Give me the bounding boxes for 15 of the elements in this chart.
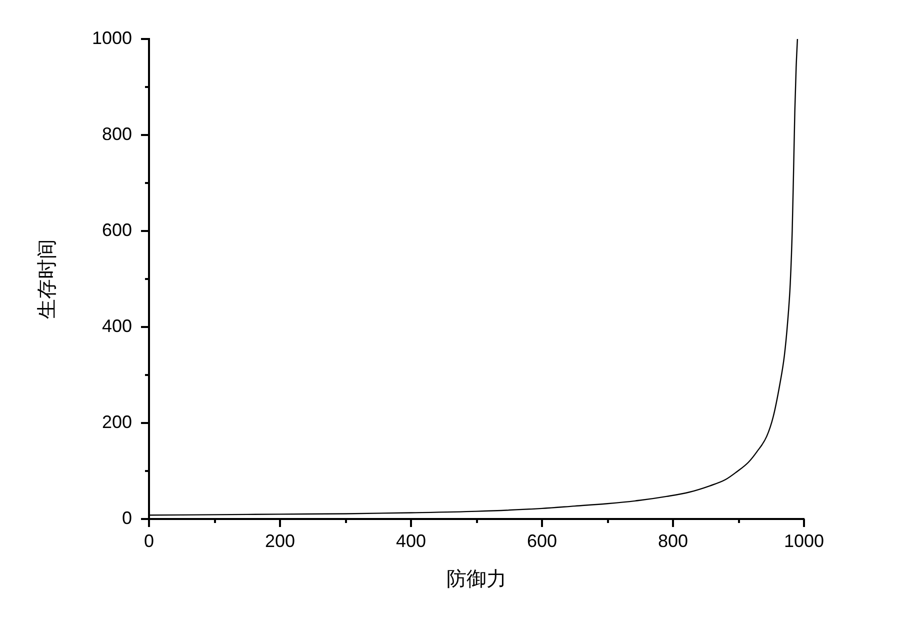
y-tick-label: 1000 [92,28,132,48]
y-tick-label: 600 [102,220,132,240]
y-axis-title: 生存时间 [36,239,59,319]
y-tick-label: 800 [102,124,132,144]
x-tick-label: 0 [144,530,154,551]
x-tick-label: 400 [396,530,426,551]
x-axis-title: 防御力 [446,568,506,591]
x-tick-label: 800 [658,530,688,551]
y-tick-label: 0 [122,508,132,528]
line-series [149,39,798,516]
y-tick-label: 400 [102,316,132,336]
x-tick-label: 600 [526,530,558,551]
x-tick-label: 1000 [784,530,824,551]
x-tick-label: 200 [264,530,296,551]
y-tick-label: 200 [102,412,132,432]
